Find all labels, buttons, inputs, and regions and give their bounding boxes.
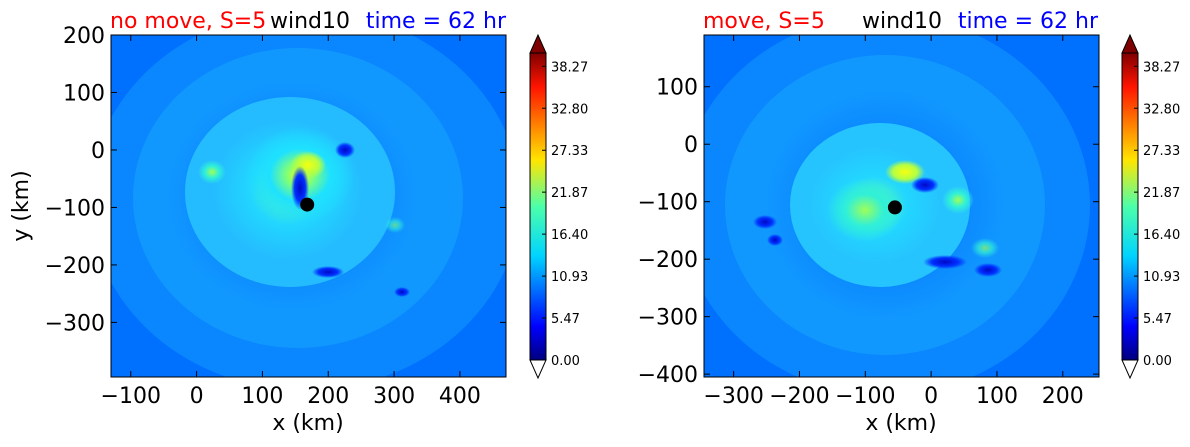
panel-1-colorbar-extend-max (529, 33, 547, 54)
panel-2-frame (703, 34, 1100, 378)
panel-1-y-tick-label: −200 (45, 254, 105, 279)
panel-1-title-left: no move, S=5 (110, 9, 266, 34)
colorbar-tick-label: 16.40 (1143, 228, 1180, 243)
panel-1-x-ticks: −100 0 100 200 300 400 (101, 35, 481, 409)
panel-1-x-tick-label: 100 (241, 384, 283, 409)
panel-2-x-tick-label: −200 (769, 384, 829, 409)
panel-1-title-center: wind10 (270, 9, 350, 34)
panel-1-y-tick-label: −300 (45, 311, 105, 336)
panel-2-y-tick-label: 0 (684, 133, 698, 158)
colorbar-tick-label: 10.93 (551, 270, 588, 285)
colorbar-tick-label: 21.87 (1143, 186, 1180, 201)
colorbar-tick-label: 27.33 (551, 144, 588, 159)
panel-2-colorbar-extend-max (1121, 33, 1139, 54)
colorbar-tick-label: 5.47 (551, 312, 580, 327)
panel-2-colorbar-extend-min (1121, 359, 1139, 380)
panel-2-x-tick-label: 0 (924, 384, 938, 409)
panel-1-colorbar-ticks: 0.00 5.47 10.93 16.40 21.87 27.33 32.80 38.27 (542, 60, 588, 369)
panel-2-title-left: move, S=5 (703, 9, 825, 34)
panel-2-x-tick-label: −300 (703, 384, 763, 409)
panel-2-title-right: time = 62 hr (958, 9, 1099, 34)
panel-1: −100 0 100 200 300 400 200 100 0 −100 −200 −300 no… (9, 9, 507, 436)
panel-2-x-tick-label: 100 (976, 384, 1018, 409)
panel-1-x-tick-label: 0 (190, 384, 204, 409)
panel-2-colorbar: 0.00 5.47 10.93 16.40 21.87 27.33 32.80 38.27 (1121, 33, 1180, 380)
panel-1-colorbar: 0.00 5.47 10.93 16.40 21.87 27.33 32.80 38.27 (529, 33, 588, 380)
colorbar-tick-label: 16.40 (551, 228, 588, 243)
panel-2-y-tick-label: 100 (656, 76, 698, 101)
panel-2-x-label: x (km) (865, 411, 936, 436)
panel-2-y-tick-label: −400 (638, 363, 698, 388)
panel-1-y-ticks: 200 100 0 −100 −200 −300 (45, 24, 506, 336)
panel-2-y-tick-label: −100 (638, 191, 698, 216)
panel-1-x-tick-label: 200 (307, 384, 349, 409)
colorbar-tick-label: 10.93 (1143, 270, 1180, 285)
panel-1-y-tick-label: 0 (91, 139, 105, 164)
colorbar-tick-label: 38.27 (551, 60, 588, 75)
panel-1-x-tick-label: −100 (101, 384, 161, 409)
panel-1-y-tick-label: −100 (45, 196, 105, 221)
panel-1-colorbar-bar (529, 52, 547, 361)
panel-1-frame (110, 34, 507, 378)
panel-1-center-marker (300, 197, 315, 212)
panel-2-y-tick-label: −300 (638, 306, 698, 331)
panel-1-title-right: time = 62 hr (366, 9, 507, 34)
colorbar-tick-label: 0.00 (551, 354, 580, 369)
colorbar-tick-label: 0.00 (1143, 354, 1172, 369)
panel-2-x-tick-label: −100 (835, 384, 895, 409)
panel-2-title-center: wind10 (862, 9, 942, 34)
panel-1-x-tick-label: 400 (439, 384, 481, 409)
panel-2-colorbar-bar (1121, 52, 1139, 361)
panel-2-colorbar-ticks: 0.00 5.47 10.93 16.40 21.87 27.33 32.80 38.27 (1134, 60, 1180, 369)
panel-2-y-tick-label: −200 (638, 248, 698, 273)
colorbar-tick-label: 21.87 (551, 186, 588, 201)
panel-1-y-tick-label: 100 (63, 81, 105, 106)
panel-2-x-tick-label: 200 (1042, 384, 1084, 409)
colorbar-tick-label: 5.47 (1143, 312, 1172, 327)
panel-2: −300 −200 −100 0 100 200 1000−100−200−300−400… (638, 9, 1100, 436)
colorbar-tick-label: 38.27 (1143, 60, 1180, 75)
panel-1-x-tick-label: 300 (373, 384, 415, 409)
panel-1-colorbar-extend-min (529, 359, 547, 380)
colorbar-tick-label: 32.80 (551, 102, 588, 117)
panel-1-y-label: y (km) (9, 170, 34, 241)
panel-1-x-label: x (km) (272, 411, 343, 436)
colorbar-tick-label: 32.80 (1143, 102, 1180, 117)
panel-2-x-ticks: −300 −200 −100 0 100 200 (703, 35, 1084, 409)
panel-2-y-ticks: 100 0 −100 −200 −300 −400 (638, 76, 1099, 388)
panel-2-center-marker (887, 200, 902, 215)
panel-1-y-tick-label: 200 (63, 24, 105, 49)
colorbar-tick-label: 27.33 (1143, 144, 1180, 159)
